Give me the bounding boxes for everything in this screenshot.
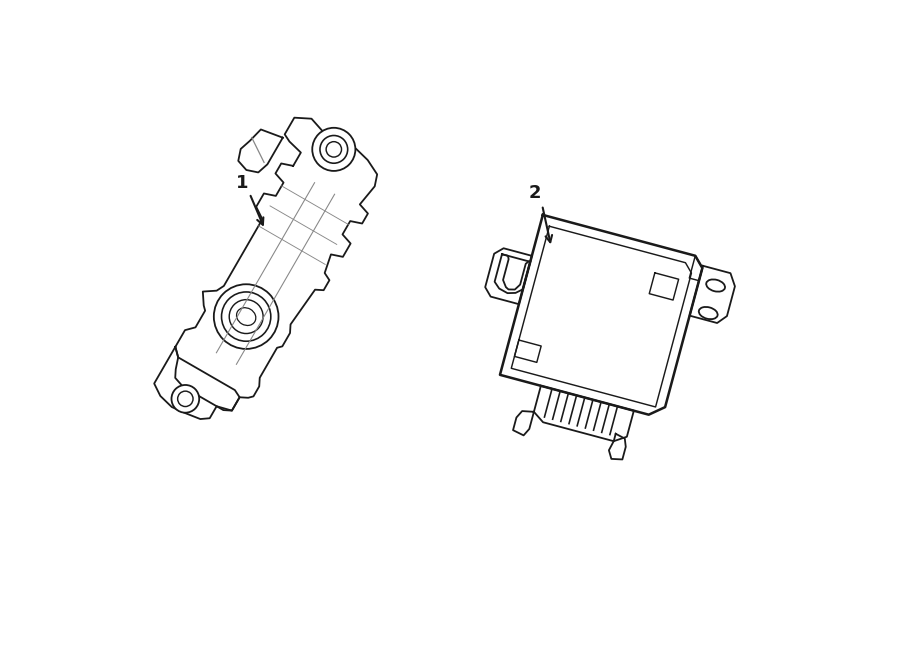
Circle shape [172, 385, 199, 412]
Text: 1: 1 [236, 175, 248, 192]
Polygon shape [689, 266, 735, 323]
Text: 2: 2 [528, 184, 541, 202]
Circle shape [214, 284, 278, 349]
Ellipse shape [698, 307, 717, 319]
Circle shape [312, 128, 356, 171]
Polygon shape [176, 118, 377, 410]
Polygon shape [485, 249, 532, 304]
Ellipse shape [706, 280, 725, 292]
Polygon shape [513, 411, 534, 436]
Polygon shape [534, 386, 634, 441]
Polygon shape [689, 256, 702, 281]
Polygon shape [495, 254, 530, 293]
Polygon shape [238, 130, 283, 173]
Polygon shape [500, 215, 702, 414]
Polygon shape [154, 347, 239, 419]
Polygon shape [609, 434, 626, 459]
